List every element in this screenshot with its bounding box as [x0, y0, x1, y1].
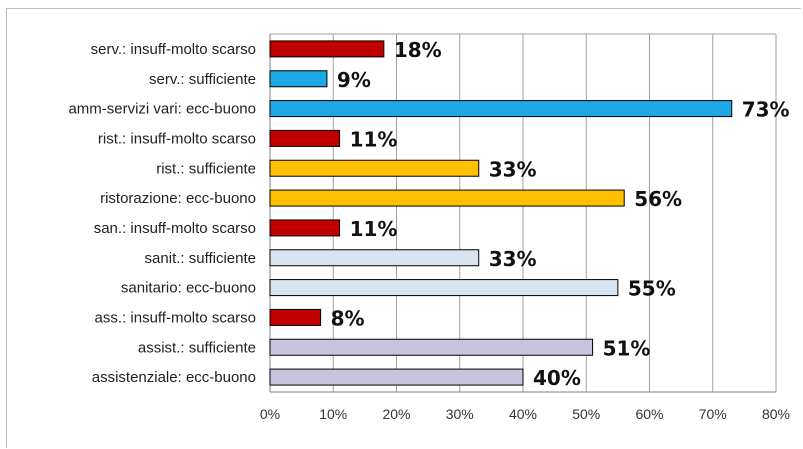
x-tick-label: 40% — [509, 406, 537, 422]
x-tick-label: 70% — [699, 406, 727, 422]
category-label: ass.: insuff-molto scarso — [95, 309, 256, 326]
category-label: san.: insuff-molto scarso — [94, 220, 256, 237]
x-tick-label: 0% — [260, 406, 280, 422]
bar — [269, 308, 322, 326]
category-label: sanitario: ecc-buono — [121, 280, 256, 297]
data-label: 51% — [603, 336, 651, 360]
x-tick-label: 50% — [572, 406, 600, 422]
category-label: amm-servizi vari: ecc-buono — [68, 101, 256, 118]
data-label: 40% — [533, 366, 581, 390]
data-label: 11% — [350, 217, 398, 241]
category-label: serv.: insuff-molto scarso — [91, 41, 256, 58]
bar — [269, 159, 480, 177]
category-label: serv.: sufficiente — [149, 71, 256, 88]
category-label: sanit.: sufficiente — [145, 250, 256, 267]
data-label: 18% — [394, 38, 442, 62]
bar — [269, 368, 524, 386]
bar — [269, 129, 341, 147]
category-label: assistenziale: ecc-buono — [92, 369, 256, 386]
data-label: 55% — [628, 277, 676, 301]
x-tick-label: 60% — [635, 406, 663, 422]
chart-frame — [6, 8, 801, 448]
data-label: 9% — [337, 68, 371, 92]
bar — [269, 279, 619, 297]
bar — [269, 338, 594, 356]
category-label: rist.: sufficiente — [156, 160, 256, 177]
category-label: rist.: insuff-molto scarso — [98, 130, 256, 147]
bar — [269, 100, 733, 118]
bar — [269, 40, 385, 58]
data-label: 56% — [634, 187, 682, 211]
data-label: 33% — [489, 157, 537, 181]
data-label: 73% — [742, 98, 790, 122]
data-label: 33% — [489, 247, 537, 271]
bar — [269, 70, 328, 88]
category-label: assist.: sufficiente — [138, 339, 256, 356]
category-label: ristorazione: ecc-buono — [100, 190, 256, 207]
x-tick-label: 30% — [446, 406, 474, 422]
x-tick-label: 10% — [319, 406, 347, 422]
x-tick-label: 20% — [382, 406, 410, 422]
data-label: 8% — [331, 306, 365, 330]
x-tick-label: 80% — [762, 406, 790, 422]
bar — [269, 249, 480, 267]
data-label: 11% — [350, 127, 398, 151]
bar — [269, 189, 625, 207]
bar — [269, 219, 341, 237]
